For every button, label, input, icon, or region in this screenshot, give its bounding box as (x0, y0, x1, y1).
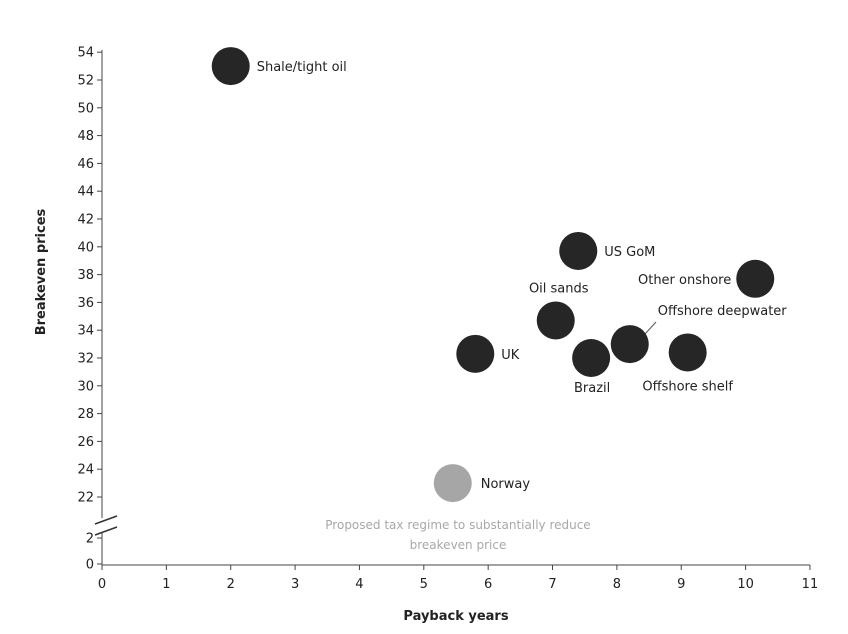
annotation-line-2: breakeven price (410, 538, 507, 552)
x-tick-label: 8 (613, 577, 621, 592)
point-other-onshore (736, 259, 775, 298)
x-tick-label: 2 (227, 577, 235, 592)
y-tick-label: 34 (77, 324, 94, 339)
point-us-gom (559, 231, 598, 270)
y-tick-label: 46 (77, 157, 94, 172)
x-ticks: 0 1 2 3 4 5 6 7 8 9 10 11 (98, 565, 818, 592)
point-label-uk: UK (501, 348, 520, 363)
point-offshore-deepwater (610, 325, 649, 364)
y-tick-label: 48 (77, 129, 94, 144)
x-tick-label: 1 (162, 577, 170, 592)
y-tick-label: 2 (86, 532, 94, 547)
y-tick-label: 24 (77, 463, 94, 478)
y-tick-label: 22 (77, 491, 94, 506)
point-label-norway: Norway (481, 477, 531, 492)
point-label-offshore-deepwater: Offshore deepwater (658, 304, 788, 319)
point-offshore-shelf (668, 333, 707, 372)
point-uk (456, 334, 495, 373)
y-axis-title: Breakeven prices (34, 208, 49, 335)
x-axis-title: Payback years (403, 609, 508, 624)
axis-break-marker (92, 515, 118, 536)
annotation-line-1: Proposed tax regime to substantially red… (325, 518, 590, 532)
point-shale-tight-oil (211, 47, 250, 86)
y-tick-label: 40 (77, 240, 94, 255)
x-tick-label: 5 (420, 577, 428, 592)
x-tick-label: 7 (548, 577, 556, 592)
x-tick-label: 6 (484, 577, 492, 592)
x-tick-label: 4 (355, 577, 363, 592)
x-tick-label: 0 (98, 577, 106, 592)
y-tick-label: 38 (77, 268, 94, 283)
point-label-offshore-shelf: Offshore shelf (642, 379, 733, 394)
y-tick-label: 54 (77, 46, 94, 61)
point-label-us-gom: US GoM (604, 245, 655, 260)
y-tick-label: 44 (77, 185, 94, 200)
y-tick-label: 0 (86, 558, 94, 573)
data-points: Shale/tight oil US GoM Other onshore Oil sa… (211, 47, 788, 503)
y-tick-label: 42 (77, 213, 94, 228)
y-tick-label: 50 (77, 101, 94, 116)
point-oil-sands (536, 301, 575, 340)
point-label-oil-sands: Oil sands (529, 281, 589, 296)
y-tick-label: 30 (77, 379, 94, 394)
axes (92, 50, 810, 566)
x-tick-label: 3 (291, 577, 299, 592)
point-label-shale-tight-oil: Shale/tight oil (257, 60, 347, 75)
y-tick-label: 32 (77, 352, 94, 367)
x-tick-label: 11 (802, 577, 819, 592)
y-tick-label: 36 (77, 296, 94, 311)
point-norway (433, 464, 472, 503)
y-tick-label: 28 (77, 407, 94, 422)
point-label-other-onshore: Other onshore (638, 273, 731, 288)
x-tick-label: 9 (677, 577, 685, 592)
y-tick-label: 26 (77, 435, 94, 450)
offshore-deepwater-leader-line (644, 321, 657, 335)
y-tick-label: 52 (77, 74, 94, 89)
point-label-brazil: Brazil (574, 381, 610, 396)
point-brazil (572, 339, 611, 377)
x-tick-label: 10 (737, 577, 754, 592)
y-ticks: 22 24 26 28 30 32 34 36 38 40 42 44 46 48 50 52 54 0 2 (77, 46, 102, 573)
